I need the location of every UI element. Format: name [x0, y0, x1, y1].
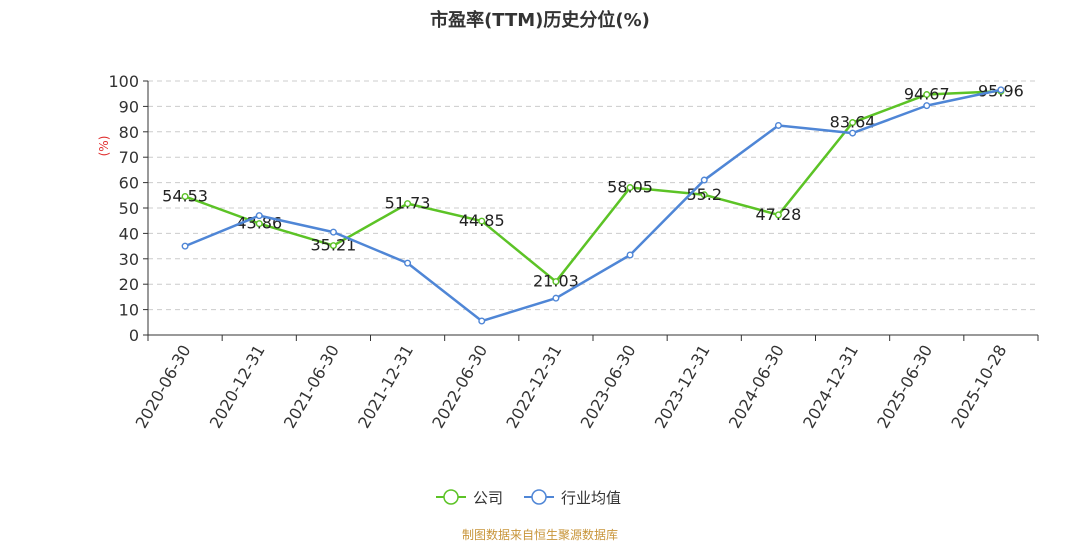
- data-label: 54.53: [162, 186, 208, 205]
- data-label: 35.21: [311, 236, 357, 255]
- y-tick-label: 10: [119, 301, 139, 320]
- y-tick-label: 50: [119, 199, 139, 218]
- x-tick-label: 2022-06-30: [428, 342, 491, 432]
- data-label: 21.03: [533, 272, 579, 291]
- data-point-0: [774, 211, 782, 219]
- data-label: 47.28: [756, 205, 802, 224]
- y-tick-label: 20: [119, 275, 139, 294]
- x-tick-label: 2024-06-30: [725, 342, 788, 432]
- data-point-1: [923, 102, 931, 110]
- x-tick-label: 2023-12-31: [651, 342, 714, 432]
- data-point-0: [478, 217, 486, 225]
- data-point-1: [255, 212, 263, 220]
- data-label: 51.73: [385, 194, 431, 213]
- x-tick-label: 2023-06-30: [577, 342, 640, 432]
- data-point-1: [181, 242, 189, 250]
- legend-label: 行业均值: [561, 489, 621, 507]
- y-tick-label: 0: [129, 326, 139, 345]
- data-point-0: [552, 278, 560, 286]
- series-line-1: [184, 88, 1002, 323]
- data-point-0: [181, 192, 189, 200]
- y-tick-label: 40: [119, 224, 139, 243]
- x-tick-label: 2020-12-31: [206, 342, 269, 432]
- x-tick-label: 2024-12-31: [799, 342, 862, 432]
- data-point-0: [700, 191, 708, 199]
- x-tick-label: 2021-06-30: [280, 342, 343, 432]
- data-point-1: [329, 228, 337, 236]
- x-tick-label: 2022-12-31: [502, 342, 565, 432]
- y-tick-label: 60: [119, 174, 139, 193]
- data-point-1: [849, 129, 857, 137]
- y-tick-label: 80: [119, 123, 139, 142]
- legend-swatch-marker: [531, 489, 547, 505]
- x-tick-label: 2020-06-30: [132, 342, 195, 432]
- data-point-1: [626, 251, 634, 259]
- data-point-1: [774, 121, 782, 129]
- data-label: 83.64: [830, 113, 876, 132]
- data-label: 44.85: [459, 211, 505, 230]
- y-tick-label: 30: [119, 250, 139, 269]
- x-tick-label: 2025-06-30: [873, 342, 936, 432]
- legend-swatch-marker: [443, 489, 459, 505]
- chart-title: 市盈率(TTM)历史分位(%): [430, 10, 650, 31]
- data-point-0: [404, 200, 412, 208]
- data-point-0: [255, 220, 263, 228]
- data-point-1: [404, 259, 412, 267]
- y-tick-label: 100: [108, 72, 139, 91]
- x-tick-label: 2025-10-28: [947, 342, 1010, 432]
- legend-label: 公司: [473, 489, 503, 507]
- y-tick-label: 70: [119, 148, 139, 167]
- data-point-0: [626, 184, 634, 192]
- data-point-0: [849, 119, 857, 127]
- data-label: 58.05: [607, 178, 653, 197]
- data-point-0: [923, 91, 931, 99]
- data-point-1: [997, 86, 1005, 94]
- series-line-0: [184, 90, 1001, 283]
- data-point-1: [700, 176, 708, 184]
- data-point-0: [329, 242, 337, 250]
- x-tick-label: 2021-12-31: [354, 342, 417, 432]
- y-tick-label: 90: [119, 97, 139, 116]
- data-point-1: [552, 294, 560, 302]
- data-point-1: [478, 317, 486, 325]
- data-source-note: 制图数据来自恒生聚源数据库: [461, 528, 618, 542]
- data-label: 94.67: [904, 85, 950, 104]
- y-axis-label: (%): [97, 136, 111, 157]
